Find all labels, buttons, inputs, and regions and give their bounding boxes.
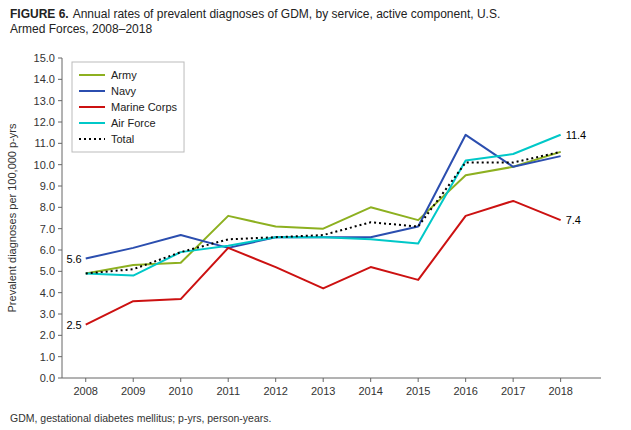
x-tick [418, 378, 419, 382]
x-tick-label: 2012 [263, 385, 287, 397]
annotation: 5.6 [66, 253, 81, 265]
footnote: GDM, gestational diabetes mellitus; p-yr… [10, 412, 271, 424]
y-tick-label: 9.0 [40, 180, 55, 192]
y-tick-label: 4.0 [40, 287, 55, 299]
legend-label: Navy [111, 85, 137, 97]
y-tick-label: 0.0 [40, 372, 55, 384]
x-tick [228, 378, 229, 382]
y-tick [58, 250, 62, 251]
x-tick-label: 2016 [453, 385, 477, 397]
subtitle: Armed Forces, 2008–2018 [10, 22, 152, 36]
x-tick-label: 2010 [168, 385, 192, 397]
x-tick-label: 2008 [74, 385, 98, 397]
y-tick-label: 10.0 [34, 159, 55, 171]
y-tick [58, 335, 62, 336]
y-tick-label: 5.0 [40, 265, 55, 277]
chart: FIGURE 6. Annual rates of prevalent diagn… [0, 0, 631, 430]
x-tick-label: 2018 [548, 385, 572, 397]
legend-swatch [79, 106, 105, 108]
x-tick-label: 2013 [311, 385, 335, 397]
y-tick [58, 122, 62, 123]
y-tick [58, 356, 62, 357]
annotation: 11.4 [566, 129, 587, 141]
x-tick-label: 2014 [358, 385, 382, 397]
x-tick [275, 378, 276, 382]
legend-frame [72, 62, 184, 152]
x-tick [513, 378, 514, 382]
subtitle: Annual rates of prevalent diagnoses of G… [73, 7, 501, 21]
y-tick-label: 2.0 [40, 329, 55, 341]
y-tick [58, 79, 62, 80]
legend-label: Army [111, 69, 137, 81]
y-tick [58, 58, 62, 59]
x-tick [370, 378, 371, 382]
y-tick-label: 12.0 [34, 116, 55, 128]
x-tick-label: 2017 [501, 385, 525, 397]
y-tick [58, 143, 62, 144]
y-tick [58, 292, 62, 293]
y-tick [58, 271, 62, 272]
y-tick-label: 3.0 [40, 308, 55, 320]
legend: Army Navy Marine Corps Air Force Total [72, 62, 184, 152]
series-line [86, 152, 561, 274]
y-axis [62, 58, 63, 378]
y-tick [58, 228, 62, 229]
y-tick [58, 164, 62, 165]
x-tick [560, 378, 561, 382]
legend-label: Marine Corps [111, 101, 178, 113]
x-tick [85, 378, 86, 382]
y-tick-label: 1.0 [40, 351, 55, 363]
title-block: FIGURE 6. Annual rates of prevalent diagn… [10, 7, 500, 36]
x-tick [465, 378, 466, 382]
x-tick-label: 2015 [406, 385, 430, 397]
series-line [86, 135, 561, 276]
series-line [86, 135, 561, 259]
y-tick [58, 100, 62, 101]
y-tick-label: 7.0 [40, 223, 55, 235]
y-tick-label: 8.0 [40, 201, 55, 213]
y-tick-label: 11.0 [34, 137, 55, 149]
annotation: 7.4 [566, 214, 581, 226]
x-tick-label: 2011 [216, 385, 240, 397]
x-tick-label: 2009 [121, 385, 145, 397]
y-tick [58, 378, 62, 379]
legend-swatch [79, 138, 105, 140]
x-tick [133, 378, 134, 382]
legend-swatch [79, 74, 105, 76]
plot-area [86, 135, 561, 325]
y-tick [58, 207, 62, 208]
y-tick-label: 15.0 [34, 52, 55, 64]
y-tick [58, 186, 62, 187]
x-axis [62, 378, 601, 379]
series-line [86, 152, 561, 274]
title: FIGURE 6. [10, 7, 69, 21]
y-tick-label: 13.0 [34, 95, 55, 107]
legend-swatch [79, 90, 105, 92]
x-tick [323, 378, 324, 382]
legend-swatch [79, 122, 105, 124]
legend-label: Air Force [111, 117, 156, 129]
y-tick-label: 6.0 [40, 244, 55, 256]
legend-label: Total [111, 133, 134, 145]
y-tick-label: 14.0 [34, 73, 55, 85]
annotation: 2.5 [66, 319, 81, 331]
x-tick [180, 378, 181, 382]
y-axis-label: Prevalent diagnoses per 100,000 p-yrs [6, 123, 18, 312]
y-tick [58, 314, 62, 315]
